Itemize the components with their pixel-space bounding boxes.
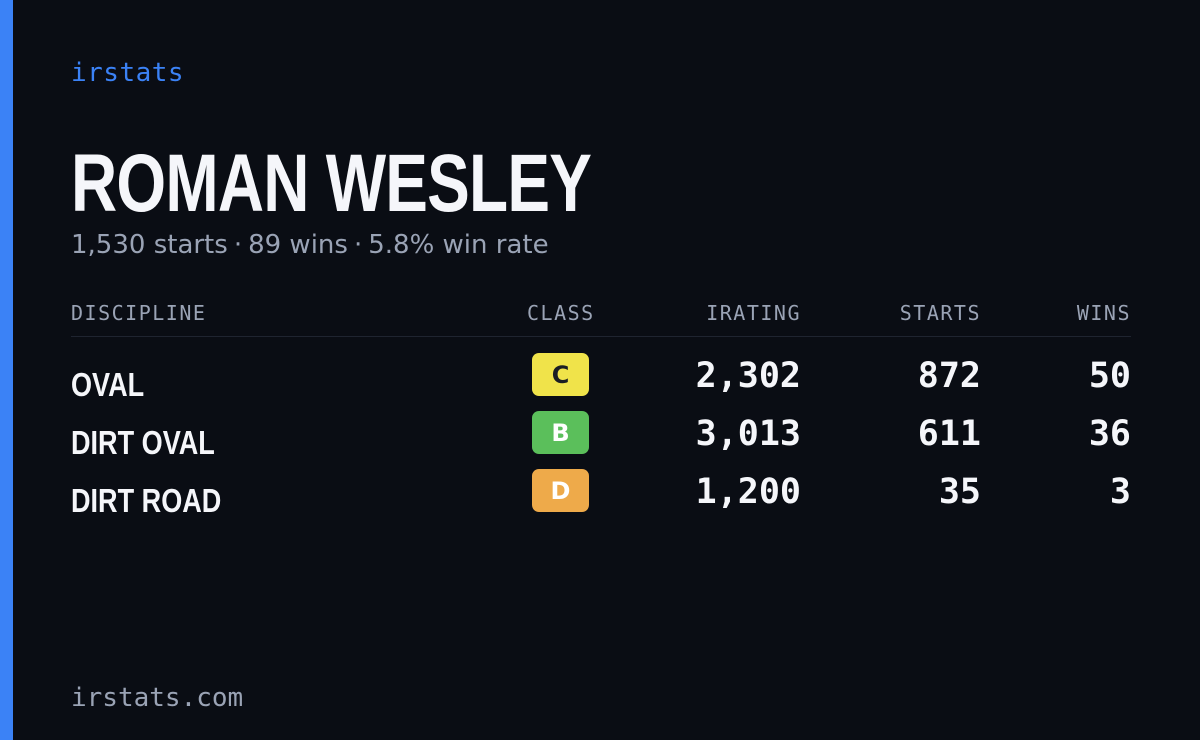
header-irating: IRATING — [706, 301, 801, 325]
discipline-name: OVAL — [71, 366, 145, 403]
summary-separator: · — [353, 230, 363, 260]
irating-value: 3,013 — [695, 414, 801, 454]
summary-separator: · — [233, 230, 243, 260]
table-header: DISCIPLINE CLASS IRATING STARTS WINS — [71, 298, 1131, 337]
class-badge: C — [532, 353, 589, 396]
table-row: DIRT ROAD D 1,200 35 3 — [71, 469, 1131, 527]
starts-value: 872 — [917, 356, 981, 396]
discipline-stats-table: DISCIPLINE CLASS IRATING STARTS WINS OVA… — [71, 298, 1131, 527]
discipline-name: DIRT OVAL — [71, 424, 215, 461]
brand-logo: irstats — [71, 58, 185, 88]
starts-value: 35 — [938, 472, 981, 512]
starts-value: 611 — [917, 414, 981, 454]
header-class: CLASS — [527, 301, 595, 325]
driver-summary: 1,530 starts · 89 wins · 5.8% win rate — [71, 228, 549, 262]
header-starts: STARTS — [899, 301, 981, 325]
summary-win-rate: 5.8% win rate — [368, 230, 549, 260]
class-badge: B — [532, 411, 589, 454]
summary-wins: 89 wins — [248, 230, 348, 260]
accent-bar — [0, 0, 13, 740]
wins-value: 3 — [1109, 472, 1131, 512]
header-discipline: DISCIPLINE — [71, 301, 207, 325]
table-row: DIRT OVAL B 3,013 611 36 — [71, 411, 1131, 469]
class-badge: D — [532, 469, 589, 512]
footer-url: irstats.com — [71, 683, 244, 713]
driver-name: ROMAN WESLEY — [71, 138, 592, 229]
summary-starts: 1,530 starts — [71, 230, 228, 260]
header-wins: WINS — [1076, 301, 1131, 325]
wins-value: 50 — [1088, 356, 1131, 396]
irating-value: 1,200 — [695, 472, 801, 512]
discipline-name: DIRT ROAD — [71, 482, 222, 519]
irating-value: 2,302 — [695, 356, 801, 396]
table-row: OVAL C 2,302 872 50 — [71, 353, 1131, 411]
wins-value: 36 — [1088, 414, 1131, 454]
